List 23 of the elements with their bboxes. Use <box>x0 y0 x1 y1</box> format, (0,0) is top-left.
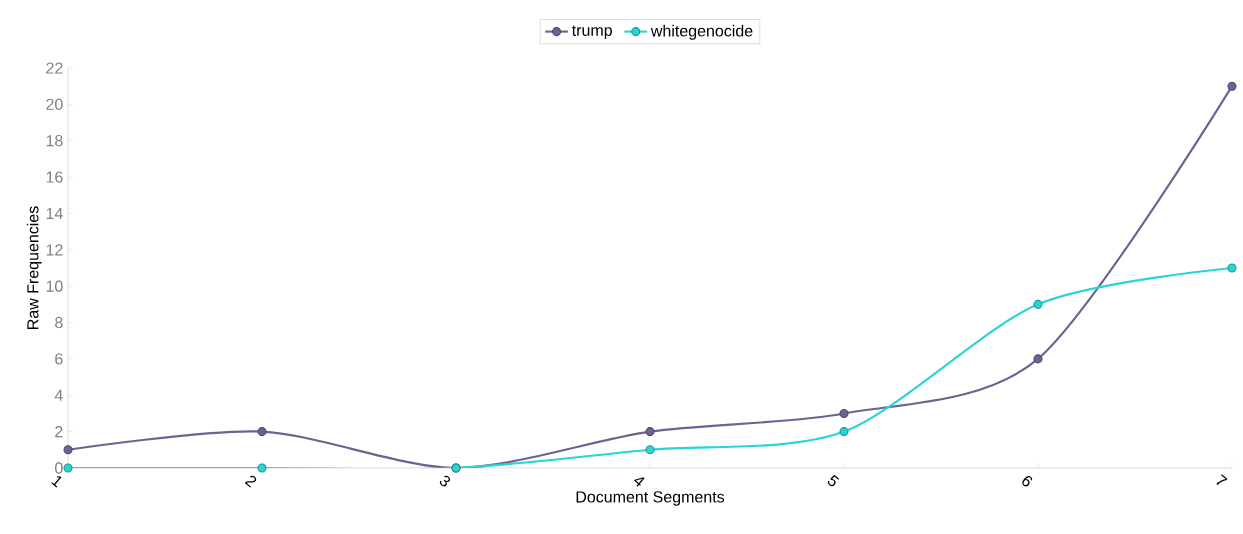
x-tick-label: 7 <box>1216 474 1228 486</box>
x-tick-label: 4 <box>634 477 645 487</box>
y-tick-label: 2 <box>55 426 63 438</box>
y-tick-label: 12 <box>46 244 63 256</box>
y-tick-label: 10 <box>46 280 63 292</box>
x-axis-title: Document Segments <box>576 491 725 506</box>
x-tick-label: 6 <box>1022 476 1033 487</box>
y-tick-label: 6 <box>55 353 63 365</box>
x-tick-label: 2 <box>244 475 257 488</box>
y-tick-label: 0 <box>55 462 63 474</box>
x-tick-label: 3 <box>439 475 451 487</box>
x-tick-label: 1 <box>51 476 62 488</box>
y-tick-label: 18 <box>46 135 63 147</box>
y-tick-label: 14 <box>46 207 63 219</box>
y-tick-label: 16 <box>46 171 63 183</box>
x-tick-label: 5 <box>827 474 840 487</box>
legend-label: whitegenocide <box>650 24 753 40</box>
y-tick-label: 22 <box>46 62 63 74</box>
y-axis-title: Raw Frequencies <box>26 206 42 329</box>
y-tick-label: 4 <box>54 389 63 401</box>
y-tick-label: 20 <box>46 98 63 111</box>
y-tick-label: 8 <box>55 316 63 329</box>
legend-label: trump <box>571 25 612 40</box>
